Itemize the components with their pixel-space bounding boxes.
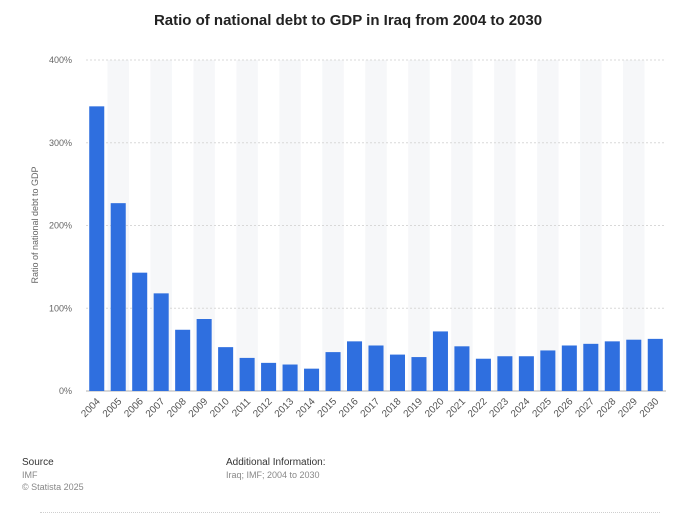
bar-2013[interactable]: [282, 364, 298, 391]
x-tick-label: 2026: [552, 396, 576, 420]
x-tick-label: 2029: [616, 396, 640, 420]
bar-2023[interactable]: [497, 356, 513, 391]
y-tick-label: 100%: [49, 303, 72, 313]
bar-2017[interactable]: [368, 345, 384, 391]
bar-2004[interactable]: [89, 106, 105, 391]
bar-2011[interactable]: [239, 357, 255, 391]
bar-2020[interactable]: [432, 331, 448, 391]
bar-2007[interactable]: [153, 293, 169, 391]
bar-2028[interactable]: [604, 341, 620, 391]
x-tick-label: 2024: [509, 396, 533, 420]
additional-info-text: Iraq; IMF; 2004 to 2030: [226, 470, 320, 480]
x-tick-label: 2030: [638, 396, 662, 420]
x-tick-label: 2013: [273, 396, 297, 420]
x-tick-label: 2008: [165, 396, 189, 420]
x-tick-label: 2007: [144, 396, 168, 420]
x-tick-label: 2025: [530, 396, 554, 420]
bar-2015[interactable]: [325, 352, 341, 391]
x-tick-label: 2023: [487, 396, 511, 420]
bar-2022[interactable]: [475, 358, 491, 391]
x-tick-label: 2009: [187, 396, 211, 420]
x-tick-label: 2027: [573, 396, 597, 420]
x-tick-label: 2016: [337, 396, 361, 420]
x-tick-label: 2028: [595, 396, 619, 420]
bar-2012[interactable]: [261, 362, 277, 391]
source-heading: Source: [22, 457, 54, 468]
bar-2025[interactable]: [540, 350, 556, 391]
x-tick-label: 2005: [101, 396, 125, 420]
x-tick-label: 2021: [445, 396, 469, 420]
x-tick-label: 2022: [466, 396, 490, 420]
x-tick-label: 2020: [423, 396, 447, 420]
y-tick-label: 400%: [49, 55, 72, 65]
x-tick-label: 2004: [79, 396, 103, 420]
x-tick-label: 2019: [402, 396, 426, 420]
background-band: [494, 60, 516, 391]
bar-2008[interactable]: [175, 329, 191, 391]
x-tick-labels: 2004200520062007200820092010201120122013…: [79, 396, 661, 420]
bar-2029[interactable]: [626, 339, 642, 391]
source-line: IMF: [22, 470, 38, 480]
x-tick-label: 2011: [230, 396, 253, 419]
y-tick-label: 0%: [59, 386, 72, 396]
y-tick-labels: 0% 100% 200% 300% 400%: [49, 55, 72, 396]
additional-info-heading: Additional Information:: [226, 457, 326, 468]
bar-2026[interactable]: [561, 345, 577, 391]
x-tick-label: 2010: [208, 396, 232, 420]
x-tick-label: 2015: [316, 396, 340, 420]
x-tick-label: 2006: [122, 396, 146, 420]
bar-2010[interactable]: [218, 347, 234, 391]
bar-2027[interactable]: [583, 343, 599, 391]
chart-title: Ratio of national debt to GDP in Iraq fr…: [153, 12, 543, 29]
bar-2009[interactable]: [196, 319, 212, 391]
x-tick-label: 2012: [251, 396, 275, 420]
x-tick-label: 2014: [294, 396, 318, 420]
bar-2024[interactable]: [518, 356, 534, 391]
copyright-line: © Statista 2025: [22, 482, 84, 492]
y-tick-label: 300%: [49, 138, 72, 148]
bar-2006[interactable]: [132, 272, 148, 391]
y-axis-label: Ratio of national debt to GDP: [30, 166, 40, 283]
bar-2016[interactable]: [347, 341, 363, 391]
bar-2018[interactable]: [389, 354, 405, 391]
bar-chart: 0%100%200%300%400% 200420052006200720082…: [30, 55, 666, 420]
y-tick-label: 200%: [49, 221, 72, 231]
bar-2021[interactable]: [454, 346, 470, 391]
x-tick-label: 2018: [380, 396, 404, 420]
background-band: [322, 60, 344, 391]
bottom-divider: [40, 512, 660, 513]
bars: [89, 106, 663, 391]
additional-info-block: Additional Information: Iraq; IMF; 2004 …: [226, 457, 326, 481]
bar-2005[interactable]: [110, 203, 126, 391]
bar-2019[interactable]: [411, 357, 427, 391]
x-tick-label: 2017: [359, 396, 383, 420]
bar-2014[interactable]: [304, 368, 320, 391]
source-block: Source IMF © Statista 2025: [22, 457, 84, 493]
bar-2030[interactable]: [647, 338, 663, 391]
